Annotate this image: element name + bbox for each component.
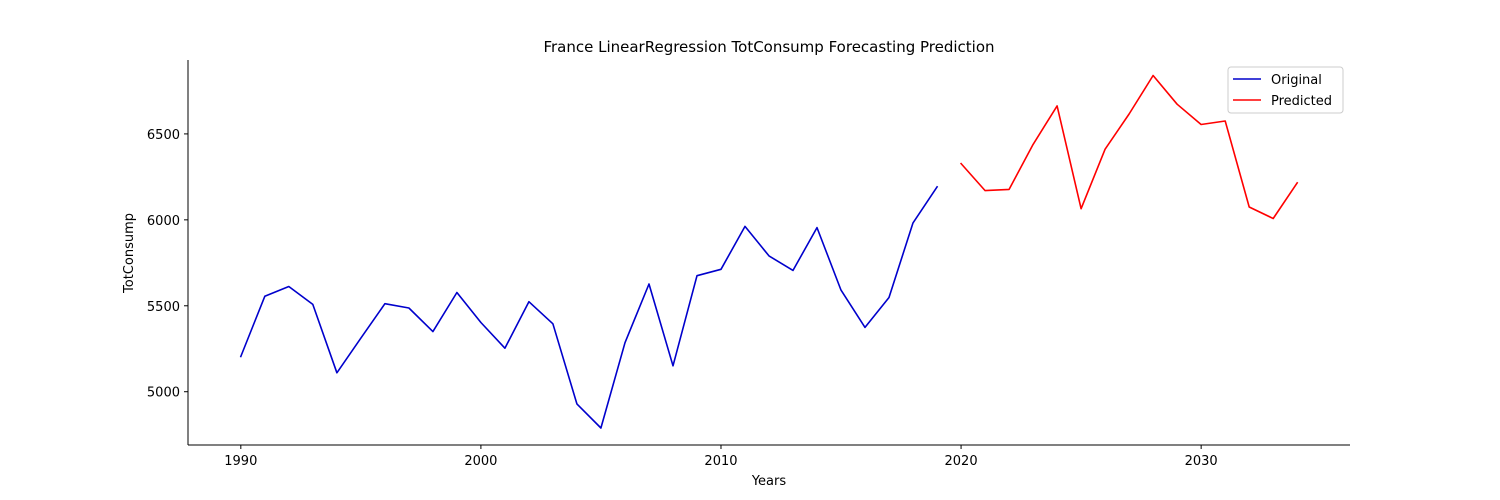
data-point-original bbox=[312, 304, 314, 306]
x-ticks: 1990 2000 2010 2020 2030 bbox=[224, 445, 1218, 469]
plot-area bbox=[239, 74, 1299, 429]
data-point-original bbox=[840, 289, 842, 291]
data-point-original bbox=[336, 372, 338, 374]
series-line-predicted bbox=[959, 74, 1299, 220]
y-axis-title: TotConsump bbox=[122, 213, 137, 294]
data-point-original bbox=[552, 323, 554, 325]
series-line-original bbox=[239, 185, 939, 429]
data-point-original bbox=[600, 427, 602, 429]
data-point-original bbox=[432, 331, 434, 333]
data-point-original bbox=[384, 303, 386, 305]
data-point-original bbox=[648, 283, 650, 285]
data-point-original bbox=[480, 322, 482, 324]
data-point-predicted bbox=[1008, 189, 1010, 191]
y-tick-label: 6000 bbox=[147, 214, 180, 229]
data-point-original bbox=[888, 297, 890, 299]
data-point-predicted bbox=[1296, 182, 1298, 184]
data-point-original bbox=[240, 356, 242, 358]
data-point-original bbox=[672, 365, 674, 367]
data-point-predicted bbox=[1248, 206, 1250, 208]
chart-title: France LinearRegression TotConsump Forec… bbox=[543, 38, 994, 56]
data-point-original bbox=[360, 337, 362, 339]
data-point-original bbox=[408, 307, 410, 309]
data-point-original bbox=[792, 270, 794, 272]
data-point-original bbox=[288, 286, 290, 288]
data-point-predicted bbox=[1200, 124, 1202, 126]
data-point-original bbox=[624, 342, 626, 344]
data-point-predicted bbox=[1176, 103, 1178, 105]
data-point-predicted bbox=[984, 190, 986, 192]
y-ticks: 5000 5500 6000 6500 bbox=[147, 128, 188, 401]
y-tick-label: 5000 bbox=[147, 386, 180, 401]
data-point-original bbox=[696, 275, 698, 277]
data-point-original bbox=[264, 296, 266, 298]
x-tick-label: 2030 bbox=[1185, 454, 1218, 469]
data-point-original bbox=[936, 186, 938, 188]
data-point-original bbox=[912, 222, 914, 224]
data-point-original bbox=[504, 347, 506, 349]
data-point-original bbox=[768, 255, 770, 257]
data-point-predicted bbox=[1056, 105, 1058, 107]
y-tick-label: 5500 bbox=[147, 300, 180, 315]
x-axis-title: Years bbox=[751, 474, 787, 489]
data-point-original bbox=[720, 269, 722, 271]
data-point-predicted bbox=[1152, 75, 1154, 77]
data-point-predicted bbox=[960, 163, 962, 165]
data-point-original bbox=[528, 301, 530, 303]
data-point-predicted bbox=[1224, 120, 1226, 122]
x-tick-label: 2020 bbox=[945, 454, 978, 469]
data-point-predicted bbox=[1128, 113, 1130, 115]
data-point-original bbox=[864, 327, 866, 329]
legend-label-predicted: Predicted bbox=[1271, 94, 1332, 109]
data-point-original bbox=[744, 226, 746, 228]
data-point-predicted bbox=[1272, 218, 1274, 220]
x-tick-label: 1990 bbox=[224, 454, 257, 469]
data-point-predicted bbox=[1104, 148, 1106, 150]
x-tick-label: 2010 bbox=[704, 454, 737, 469]
y-tick-label: 6500 bbox=[147, 128, 180, 143]
x-tick-label: 2000 bbox=[464, 454, 497, 469]
legend-label-original: Original bbox=[1271, 73, 1322, 88]
data-point-predicted bbox=[1080, 208, 1082, 210]
data-point-original bbox=[456, 292, 458, 294]
data-point-predicted bbox=[1032, 144, 1034, 146]
legend: Original Predicted bbox=[1227, 66, 1344, 114]
data-point-original bbox=[576, 403, 578, 405]
data-point-original bbox=[816, 227, 818, 229]
